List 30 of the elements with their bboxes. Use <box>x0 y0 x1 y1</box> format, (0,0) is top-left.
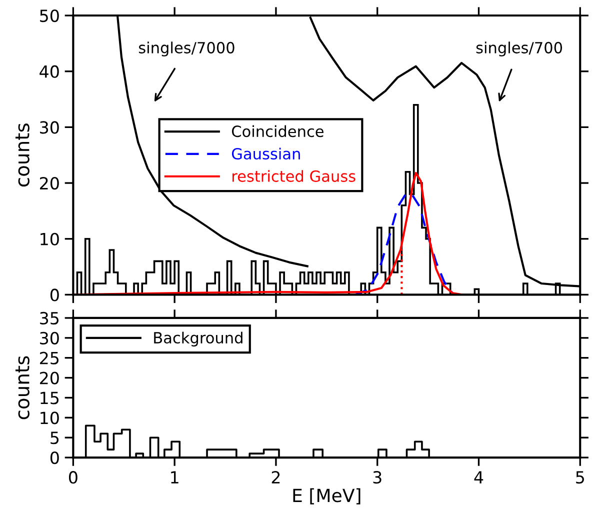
legend-label: Background <box>154 332 242 346</box>
y-tick-label: 50 <box>40 9 59 22</box>
y-tick-label: 0 <box>50 452 59 464</box>
legend-label: restricted Gauss <box>232 170 356 182</box>
x-tick-label: 3 <box>373 471 382 484</box>
x-tick-label: 1 <box>171 471 178 484</box>
x-axis-title: E [MeV] <box>293 488 360 504</box>
y-tick-label: 0 <box>50 288 59 302</box>
y-tick-label: 20 <box>40 372 59 384</box>
y-tick-label: 10 <box>40 232 59 246</box>
y-tick-label: 10 <box>40 412 59 424</box>
x-tick-label: 4 <box>474 471 484 484</box>
annotation: singles/7000 <box>138 42 234 56</box>
y-tick-label: 20 <box>40 176 59 190</box>
legend-label: Gaussian <box>232 148 300 160</box>
x-tick-label: 2 <box>272 471 280 484</box>
y-tick-label: 5 <box>50 432 59 444</box>
y-tick-label: 30 <box>40 332 59 344</box>
legend-label: Coincidence <box>232 125 324 138</box>
y-tick-label: 40 <box>40 65 59 78</box>
y-axis-title: counts <box>16 124 30 187</box>
y-axis-title: counts <box>16 356 30 420</box>
x-tick-label: 5 <box>576 471 584 484</box>
line-series <box>354 193 454 295</box>
y-tick-label: 30 <box>40 121 59 134</box>
annotation: singles/700 <box>476 42 562 56</box>
y-tick-label: 15 <box>40 392 59 404</box>
y-tick-label: 25 <box>40 352 59 364</box>
x-tick-label: 0 <box>68 471 78 484</box>
y-tick-label: 35 <box>40 312 59 325</box>
